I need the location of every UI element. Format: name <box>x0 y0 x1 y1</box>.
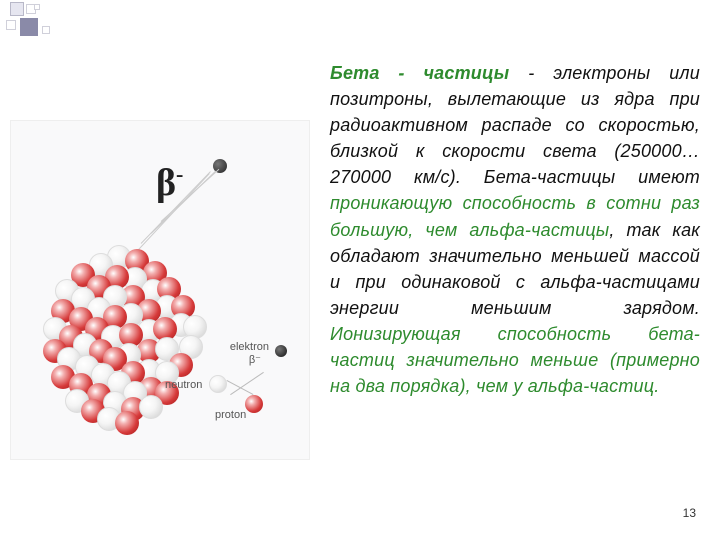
page-number: 13 <box>683 506 696 520</box>
proton-label: proton <box>215 409 246 421</box>
elektron-label: elektron <box>230 341 269 353</box>
decor-square <box>6 20 16 30</box>
corner-decoration <box>0 0 60 50</box>
slide-content: β- elektron β⁻ neutron proton Бета - час… <box>0 0 720 480</box>
definition-paragraph: Бета - частицы - электроны или позитроны… <box>330 60 700 399</box>
beta-inset-label: β⁻ <box>249 353 261 366</box>
decor-square <box>34 4 40 10</box>
beta-symbol: β- <box>156 161 183 205</box>
proton-ball-icon <box>245 395 263 413</box>
neutron-label: neutron <box>165 379 202 391</box>
neutron-ball-icon <box>209 375 227 393</box>
term-beta: Бета - частицы <box>330 63 509 83</box>
text-column: Бета - частицы - электроны или позитроны… <box>330 60 700 460</box>
beta-letter: β <box>156 162 176 204</box>
decor-square <box>42 26 50 34</box>
proton-ball <box>115 411 139 435</box>
beta-decay-diagram: β- elektron β⁻ neutron proton <box>10 120 310 460</box>
diagram-column: β- elektron β⁻ neutron proton <box>10 60 320 460</box>
beta-sup: - <box>176 161 183 186</box>
electron-dot-icon <box>275 345 287 357</box>
neutron-ball <box>139 395 163 419</box>
text-seg4: Ионизирующая способность бета-частиц зна… <box>330 324 700 396</box>
decor-square <box>20 18 38 36</box>
decay-inset: elektron β⁻ neutron proton <box>171 343 291 423</box>
decor-square <box>10 2 24 16</box>
